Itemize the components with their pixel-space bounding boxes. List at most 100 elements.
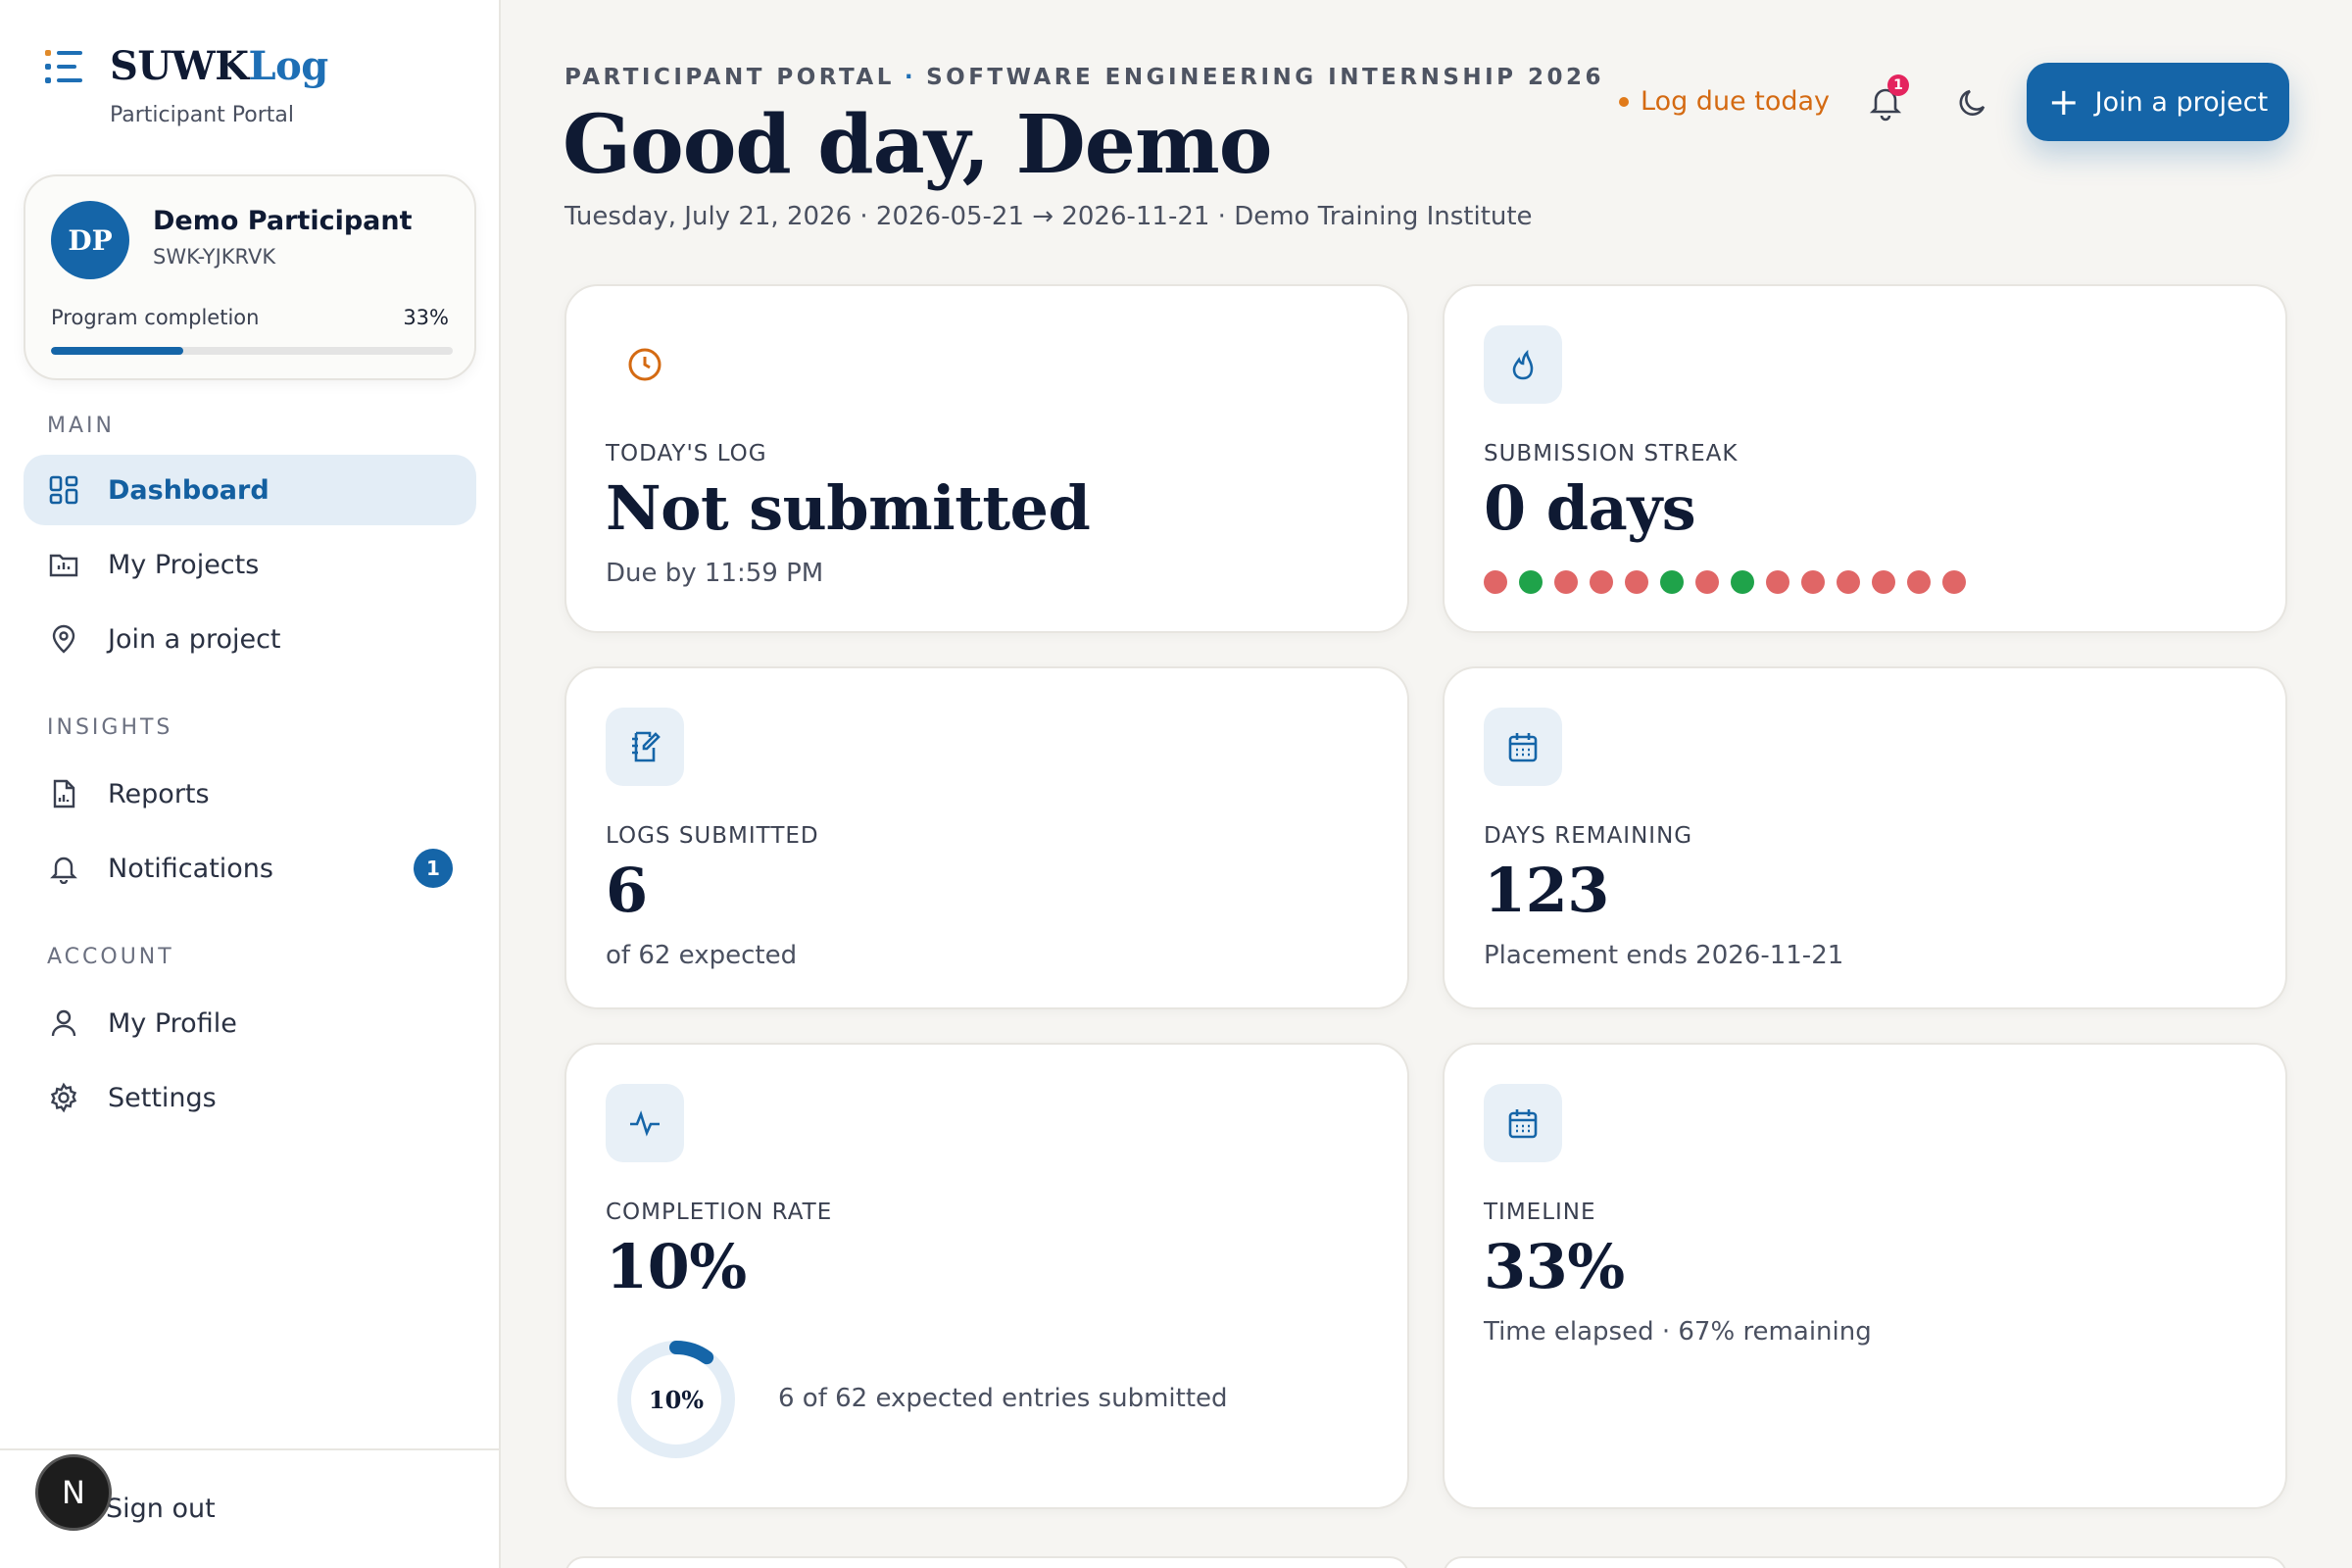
card-label: TIMELINE [1484, 1200, 1596, 1225]
calendar-icon [1484, 1084, 1562, 1162]
breadcrumb-program: SOFTWARE ENGINEERING INTERNSHIP 2026 [926, 65, 1605, 90]
status-dot [1619, 96, 1629, 107]
notification-badge: 1 [1887, 74, 1909, 96]
grid-icon [47, 473, 80, 507]
avatar: DP [51, 201, 129, 279]
streak-day-missed [1766, 570, 1789, 594]
flame-icon [1484, 325, 1562, 404]
sidebar-item-label: Reports [108, 778, 210, 809]
card-timeline[interactable]: TIMELINE 33% Time elapsed · 67% remainin… [1443, 1043, 2287, 1509]
card-value: 10% [606, 1231, 747, 1302]
completion-value: 33% [403, 306, 449, 329]
breadcrumb-separator: · [904, 65, 917, 90]
card-subtext: Placement ends 2026-11-21 [1484, 941, 1844, 970]
card-label: COMPLETION RATE [606, 1200, 833, 1225]
brand-name: SUWKLog [110, 43, 328, 89]
card-subtext: Due by 11:59 PM [606, 559, 824, 588]
notebook-pen-icon [606, 708, 684, 786]
card-value: 6 [606, 855, 648, 926]
gear-icon [47, 1081, 80, 1114]
moon-icon[interactable] [1954, 84, 1991, 122]
card-value: 123 [1484, 855, 1609, 926]
card-submission-streak[interactable]: SUBMISSION STREAK 0 days [1443, 284, 2287, 633]
streak-history [1484, 570, 1978, 594]
streak-day-submitted [1660, 570, 1684, 594]
streak-day-missed [1484, 570, 1507, 594]
plus-icon: + [2047, 80, 2080, 123]
folder-chart-icon [47, 548, 80, 581]
streak-day-submitted [1519, 570, 1543, 594]
sidebar-item-reports[interactable]: Reports [24, 759, 476, 829]
sidebar-item-dashboard[interactable]: Dashboard [24, 455, 476, 525]
profile-card[interactable]: DP Demo Participant SWK-YJKRVK Program c… [24, 174, 476, 380]
sidebar-item-settings[interactable]: Settings [24, 1062, 476, 1133]
sidebar-item-label: Dashboard [108, 474, 270, 506]
streak-day-missed [1837, 570, 1860, 594]
breadcrumb: PARTICIPANT PORTAL · SOFTWARE ENGINEERING … [564, 65, 1604, 90]
card-value: 33% [1484, 1231, 1625, 1302]
sidebar: SUWKLog Participant Portal DP Demo Parti… [0, 0, 501, 1568]
card-value: 0 days [1484, 472, 1696, 544]
card-logs-submitted[interactable]: LOGS SUBMITTED 6 of 62 expected [564, 666, 1409, 1009]
sidebar-item-notifications[interactable]: Notifications 1 [24, 833, 476, 904]
sidebar-item-label: My Profile [108, 1007, 237, 1039]
streak-day-missed [1625, 570, 1648, 594]
card-partial [564, 1556, 1409, 1568]
notifications-count-badge: 1 [414, 849, 453, 888]
breadcrumb-portal: PARTICIPANT PORTAL [564, 65, 895, 90]
streak-day-missed [1590, 570, 1613, 594]
sidebar-item-join-project[interactable]: Join a project [24, 604, 476, 674]
card-subtext: of 62 expected [606, 941, 798, 970]
calendar-icon [1484, 708, 1562, 786]
brand-logo[interactable]: SUWKLog [43, 43, 328, 89]
sidebar-item-label: Notifications [108, 853, 273, 884]
sidebar-item-label: My Projects [108, 549, 260, 580]
clock-icon [606, 325, 684, 404]
card-label: TODAY'S LOG [606, 441, 767, 466]
map-pin-icon [47, 622, 80, 656]
bell-icon [47, 852, 80, 885]
card-subtext: Time elapsed · 67% remaining [1484, 1317, 1872, 1347]
section-account: ACCOUNT [47, 945, 174, 969]
card-days-remaining[interactable]: DAYS REMAINING 123 Placement ends 2026-1… [1443, 666, 2287, 1009]
participant-id: SWK-YJKRVK [153, 245, 276, 269]
card-partial [1443, 1556, 2287, 1568]
completion-caption: 6 of 62 expected entries submitted [778, 1384, 1228, 1413]
user-icon [47, 1006, 80, 1040]
card-label: LOGS SUBMITTED [606, 823, 819, 849]
brand-subtitle: Participant Portal [110, 103, 294, 127]
card-value: Not submitted [606, 472, 1091, 544]
streak-day-missed [1695, 570, 1719, 594]
completion-progress-bar [51, 347, 453, 355]
streak-day-missed [1801, 570, 1825, 594]
section-insights: INSIGHTS [47, 715, 173, 740]
activity-icon [606, 1084, 684, 1162]
sidebar-item-my-profile[interactable]: My Profile [24, 988, 476, 1058]
log-due-text: Log due today [1641, 86, 1831, 117]
streak-day-missed [1872, 570, 1895, 594]
completion-ring: 10% [615, 1339, 737, 1460]
sidebar-item-label: Join a project [108, 623, 281, 655]
card-label: SUBMISSION STREAK [1484, 441, 1739, 466]
page-title: Good day, Demo [563, 98, 1272, 192]
sign-out-link[interactable]: Sign out [106, 1494, 216, 1524]
card-label: DAYS REMAINING [1484, 823, 1693, 849]
card-completion-rate[interactable]: COMPLETION RATE 10% 10% 6 of 62 expected… [564, 1043, 1409, 1509]
card-todays-log[interactable]: TODAY'S LOG Not submitted Due by 11:59 P… [564, 284, 1409, 633]
sidebar-item-label: Settings [108, 1082, 217, 1113]
streak-day-submitted [1731, 570, 1754, 594]
join-project-label: Join a project [2094, 86, 2269, 118]
streak-day-missed [1907, 570, 1931, 594]
streak-day-missed [1554, 570, 1578, 594]
streak-day-missed [1942, 570, 1966, 594]
join-project-button[interactable]: + Join a project [2027, 63, 2289, 141]
document-chart-icon [47, 777, 80, 810]
list-icon [45, 49, 82, 83]
sidebar-item-my-projects[interactable]: My Projects [24, 529, 476, 600]
completion-label: Program completion [51, 306, 260, 329]
sidebar-footer-divider [0, 1448, 501, 1450]
completion-progress-fill [51, 347, 184, 355]
log-due-indicator[interactable]: Log due today [1619, 86, 1830, 117]
dev-tools-button[interactable]: N [35, 1454, 112, 1531]
completion-ring-label: 10% [648, 1385, 705, 1414]
